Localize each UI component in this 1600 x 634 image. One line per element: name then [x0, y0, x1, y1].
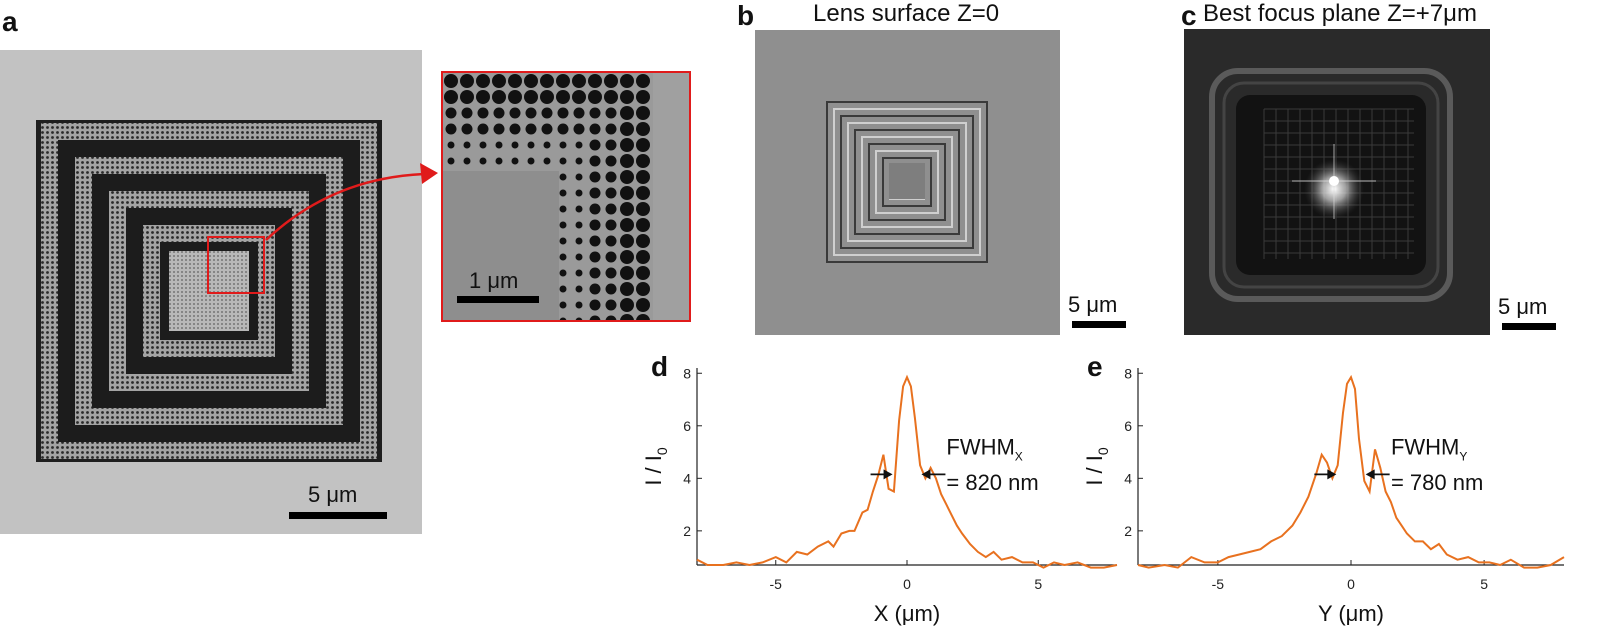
panel-title-c: Best focus plane Z=+7μm [1203, 0, 1477, 27]
x-tick-label: 5 [1480, 576, 1488, 592]
y-tick-label: 8 [1124, 365, 1132, 381]
inset-region-marker [207, 236, 265, 294]
fwhm-title: FWHMY [1391, 435, 1467, 464]
y-tick-label: 6 [1124, 418, 1132, 434]
panel-label-a: a [2, 6, 18, 37]
y-tick-label: 4 [683, 470, 691, 486]
chart-e: 2 4 6 8 -5 0 5 Y (μm) I / I0 FWHMY = 780 nm [1082, 365, 1565, 626]
y-axis-label: I / I0 [1082, 447, 1111, 486]
y-tick-label: 2 [683, 523, 691, 539]
fwhm-arrowhead-left [1327, 469, 1337, 480]
scalebar-c [1502, 323, 1556, 330]
panel-label-e: e [1087, 351, 1103, 382]
panel-label-c: c [1181, 0, 1197, 31]
panel-label-b: b [737, 0, 755, 31]
x-axis-label: Y (μm) [1318, 601, 1384, 626]
y-axis-label: I / I0 [641, 447, 670, 486]
fwhm-value: = 780 nm [1391, 470, 1483, 495]
y-tick-label: 4 [1124, 470, 1132, 486]
intensity-curve [696, 374, 1118, 569]
scalebar-label-a: 5 μm [308, 482, 358, 507]
fwhm-arrowhead-right [921, 469, 931, 480]
x-tick-label: 0 [1347, 576, 1355, 592]
scalebar-b [1072, 321, 1126, 328]
scalebar-a [289, 512, 387, 519]
fwhm-arrowhead-left [883, 469, 893, 480]
intensity-curve [1137, 374, 1565, 569]
optical-image-focus [1184, 29, 1490, 335]
inset-scalebar-label: 1 μm [469, 268, 519, 293]
x-axis-label: X (μm) [874, 601, 940, 626]
x-tick-label: -5 [1212, 576, 1225, 592]
inset-scalebar [457, 296, 539, 303]
fwhm-value: = 820 nm [946, 470, 1038, 495]
x-tick-label: 0 [903, 576, 911, 592]
panel-label-d: d [651, 351, 669, 382]
chart-d: 2 4 6 8 -5 0 5 X (μm) I / I0 FWHMX = 820 nm [641, 365, 1118, 626]
fwhm-title: FWHMX [946, 435, 1022, 464]
y-tick-label: 6 [683, 418, 691, 434]
optical-image-surface [755, 30, 1060, 335]
x-tick-label: -5 [770, 576, 783, 592]
y-tick-label: 2 [1124, 523, 1132, 539]
x-tick-label: 5 [1034, 576, 1042, 592]
sem-image-lens [0, 50, 422, 534]
y-tick-label: 8 [683, 365, 691, 381]
scalebar-label-c: 5 μm [1498, 294, 1548, 319]
zoom-arrow [265, 163, 438, 241]
fwhm-arrowhead-right [1365, 469, 1375, 480]
scalebar-label-b: 5 μm [1068, 292, 1118, 317]
panel-title-b: Lens surface Z=0 [813, 0, 1000, 27]
